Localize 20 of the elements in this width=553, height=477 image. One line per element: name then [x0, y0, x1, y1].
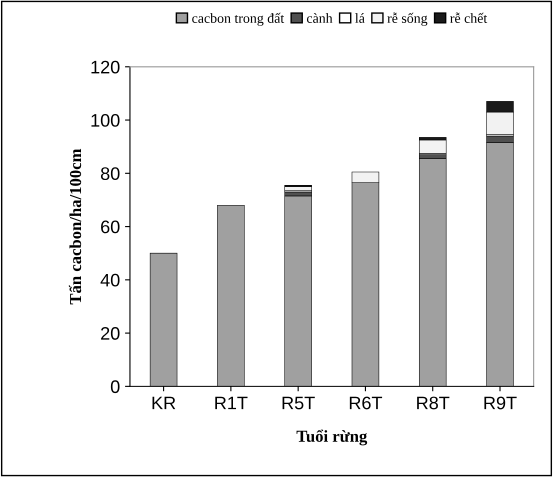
y-tick-label: 80 — [100, 167, 120, 180]
x-tick-label: R6T — [350, 396, 382, 410]
x-tick-label: R9T — [484, 396, 517, 410]
y-tick-label: 0 — [110, 380, 120, 394]
y-tick-label: 20 — [101, 327, 120, 340]
legend-label: lá — [355, 13, 365, 23]
legend-label: cành — [306, 13, 332, 23]
legend-label: cacbon trong đất — [192, 12, 284, 26]
y-axis-title: Tấn cacbon/ha/100cm — [68, 148, 82, 304]
y-tick-label: 60 — [101, 220, 120, 234]
legend-label: rễ sống — [387, 12, 428, 26]
x-tick-label: R5T — [282, 396, 315, 410]
x-tick-label: R8T — [417, 396, 450, 410]
x-tick-label: KR — [152, 396, 176, 410]
x-axis-title: Tuổi rừng — [296, 430, 368, 446]
y-tick-label: 120 — [91, 60, 120, 74]
y-tick-label: 40 — [100, 274, 120, 287]
x-tick-label: R1T — [215, 396, 248, 410]
y-tick-label: 100 — [91, 114, 120, 127]
legend-label: rễ chết — [450, 12, 488, 23]
